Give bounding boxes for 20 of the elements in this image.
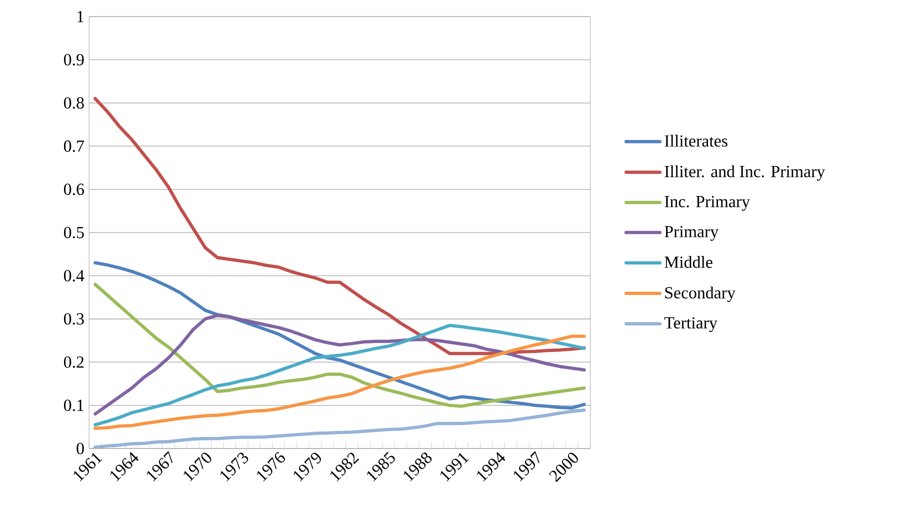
legend-label: Illiterates [664, 134, 728, 147]
legend-label: Inc. Primary [664, 196, 750, 211]
x-tick-label: 1991 [440, 453, 470, 482]
y-tick-label: 0.9 [64, 54, 84, 66]
y-tick-label: 0.7 [64, 140, 84, 152]
legend-label: Secondary [665, 286, 736, 302]
legend-label: Primary [664, 226, 719, 241]
legend-label: Tertiary [664, 317, 718, 332]
legend-label: Middle [664, 256, 712, 268]
y-tick-label: 0.3 [64, 313, 84, 325]
y-tick-label: 0.2 [64, 356, 84, 368]
y-tick-label: 0.6 [64, 184, 84, 196]
x-tick-label: 1961 [74, 453, 102, 482]
y-tick-label: 0 [76, 442, 84, 454]
y-tick-label: 0.4 [64, 270, 84, 282]
y-tick-label: 1 [78, 11, 84, 22]
y-tick-label: 0.8 [64, 97, 84, 109]
legend-label: Illiter. and Inc. Primary [664, 165, 826, 181]
y-tick-label: 0.5 [64, 226, 84, 238]
y-tick-label: 0.1 [64, 400, 84, 412]
